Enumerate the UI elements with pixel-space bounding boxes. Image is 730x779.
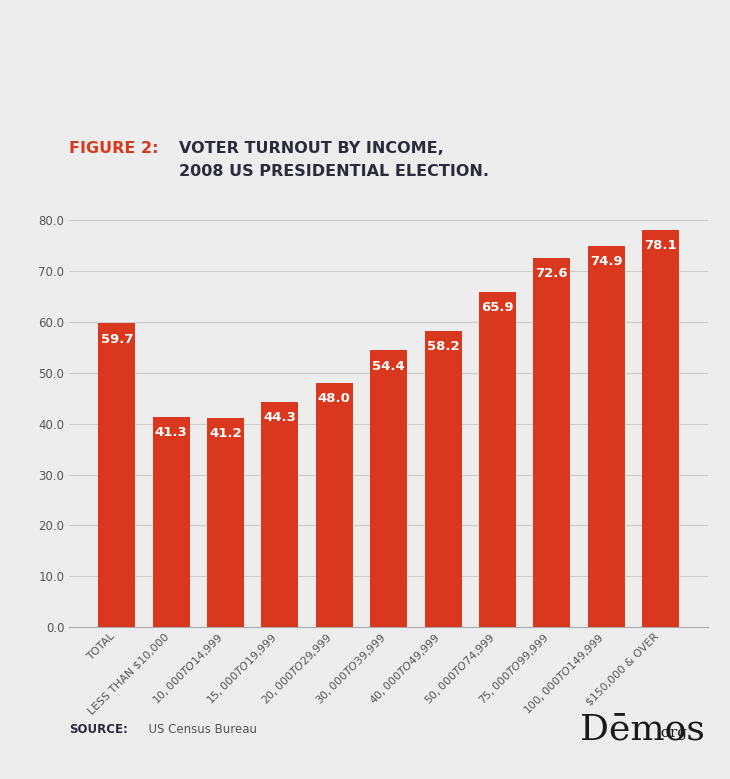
Text: 74.9: 74.9 [590, 256, 623, 268]
Bar [479, 292, 516, 627]
Text: Dēmos: Dēmos [580, 712, 705, 746]
Bar [425, 331, 461, 627]
Text: 48.0: 48.0 [318, 392, 351, 405]
Text: 58.2: 58.2 [427, 340, 459, 353]
Text: 2008 US PRESIDENTIAL ELECTION.: 2008 US PRESIDENTIAL ELECTION. [179, 164, 489, 179]
Text: FIGURE 2:: FIGURE 2: [69, 141, 159, 156]
Text: VOTER TURNOUT BY INCOME,: VOTER TURNOUT BY INCOME, [179, 141, 444, 156]
Bar [99, 323, 135, 627]
Text: 41.2: 41.2 [210, 427, 242, 439]
Bar [370, 351, 407, 627]
Bar [261, 402, 299, 627]
Text: 59.7: 59.7 [101, 333, 133, 346]
Text: 44.3: 44.3 [264, 411, 296, 424]
Text: 78.1: 78.1 [645, 239, 677, 252]
Bar [316, 383, 353, 627]
Bar [642, 230, 679, 627]
Text: 65.9: 65.9 [481, 301, 514, 314]
Text: SOURCE:: SOURCE: [69, 723, 128, 736]
Bar [153, 417, 190, 627]
Text: US Census Bureau: US Census Bureau [141, 723, 257, 736]
Text: .org: .org [657, 726, 688, 740]
Bar [534, 258, 570, 627]
Text: 72.6: 72.6 [536, 267, 568, 280]
Bar [207, 418, 244, 627]
Text: 41.3: 41.3 [155, 426, 188, 439]
Text: 54.4: 54.4 [372, 360, 405, 372]
Bar [588, 246, 625, 627]
